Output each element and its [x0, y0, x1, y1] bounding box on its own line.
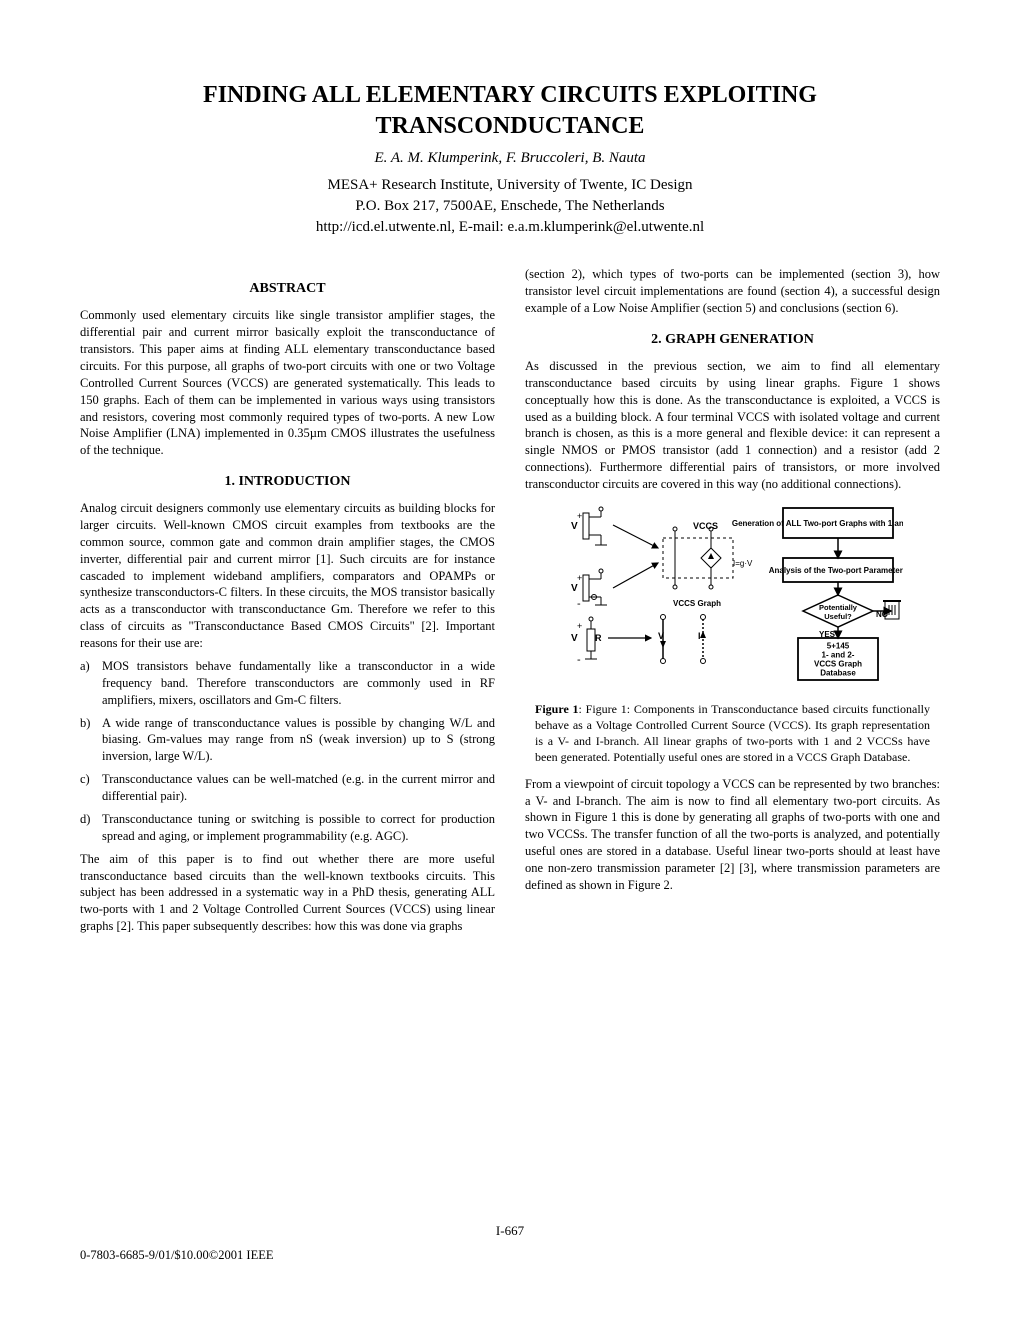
paper-title: FINDING ALL ELEMENTARY CIRCUITS EXPLOITI…	[80, 80, 940, 142]
svg-text:Analysis of the Two-port Param: Analysis of the Two-port Parameters	[768, 566, 902, 575]
intro-para-1: Analog circuit designers commonly use el…	[80, 500, 495, 652]
list-item: c)Transconductance values can be well-ma…	[80, 771, 495, 805]
copyright: 0-7803-6685-9/01/$10.00©2001 IEEE	[80, 1248, 274, 1263]
svg-text:V: V	[571, 633, 578, 644]
svg-text:VCCS Graph: VCCS Graph	[673, 599, 721, 608]
svg-text:-: -	[577, 654, 581, 666]
section-2-para-2: From a viewpoint of circuit topology a V…	[525, 776, 940, 894]
svg-text:VCCS Graph: VCCS Graph	[813, 659, 861, 668]
intro-heading: 1. INTRODUCTION	[80, 473, 495, 492]
section-2-para-1: As discussed in the previous section, we…	[525, 358, 940, 493]
list-marker: a)	[80, 658, 102, 709]
list-item: d)Transconductance tuning or switching i…	[80, 811, 495, 845]
list-marker: d)	[80, 811, 102, 845]
svg-text:I=g·V: I=g·V	[733, 559, 753, 568]
svg-text:+: +	[577, 621, 582, 631]
authors: E. A. M. Klumperink, F. Bruccoleri, B. N…	[80, 150, 940, 167]
section-2-heading: 2. GRAPH GENERATION	[525, 331, 940, 350]
svg-text:Generation of ALL Two-port Gra: Generation of ALL Two-port Graphs with 1…	[731, 519, 902, 528]
svg-text:+: +	[577, 511, 582, 521]
svg-text:V: V	[571, 583, 578, 594]
figure-1: Generation of ALL Two-port Graphs with 1…	[563, 503, 903, 693]
svg-text:I: I	[698, 631, 701, 641]
intro-list: a)MOS transistors behave fundamentally l…	[80, 658, 495, 845]
affiliation-line-2: P.O. Box 217, 7500AE, Enschede, The Neth…	[355, 198, 664, 214]
list-text: Transconductance tuning or switching is …	[102, 811, 495, 845]
list-marker: c)	[80, 771, 102, 805]
svg-text:Useful?: Useful?	[824, 612, 852, 621]
list-item: b)A wide range of transconductance value…	[80, 715, 495, 766]
figure-1-caption-text: Figure 1: Components in Transconductance…	[535, 702, 930, 765]
list-text: A wide range of transconductance values …	[102, 715, 495, 766]
svg-text:Potentially: Potentially	[819, 603, 858, 612]
svg-text:Database: Database	[820, 668, 856, 677]
list-marker: b)	[80, 715, 102, 766]
svg-text:V: V	[658, 631, 664, 641]
two-column-body: ABSTRACT Commonly used elementary circui…	[80, 266, 940, 941]
svg-text:NO: NO	[876, 610, 888, 619]
list-text: MOS transistors behave fundamentally lik…	[102, 658, 495, 709]
list-text: Transconductance values can be well-matc…	[102, 771, 495, 805]
svg-text:VCCS: VCCS	[693, 521, 718, 531]
left-column: ABSTRACT Commonly used elementary circui…	[80, 266, 495, 941]
svg-text:V: V	[571, 521, 578, 532]
abstract-heading: ABSTRACT	[80, 280, 495, 299]
svg-text:1- and 2-: 1- and 2-	[821, 650, 854, 659]
svg-text:-: -	[577, 598, 581, 610]
intro-continuation: (section 2), which types of two-ports ca…	[525, 266, 940, 317]
svg-text:YES: YES	[819, 630, 836, 639]
svg-text:+: +	[577, 573, 582, 583]
page-number: I-667	[0, 1223, 1020, 1239]
abstract-text: Commonly used elementary circuits like s…	[80, 307, 495, 459]
list-item: a)MOS transistors behave fundamentally l…	[80, 658, 495, 709]
figure-1-caption: Figure 1: Figure 1: Components in Transc…	[535, 701, 930, 766]
affiliation-line-3: http://icd.el.utwente.nl, E-mail: e.a.m.…	[316, 219, 704, 235]
intro-para-2: The aim of this paper is to find out whe…	[80, 851, 495, 935]
right-column: (section 2), which types of two-ports ca…	[525, 266, 940, 941]
page-footer: 0-7803-6685-9/01/$10.00©2001 IEEE	[80, 1248, 940, 1263]
svg-text:R: R	[595, 633, 602, 643]
affiliation-line-1: MESA+ Research Institute, University of …	[328, 177, 693, 193]
svg-text:5+145: 5+145	[826, 641, 849, 650]
affiliation: MESA+ Research Institute, University of …	[80, 175, 940, 238]
